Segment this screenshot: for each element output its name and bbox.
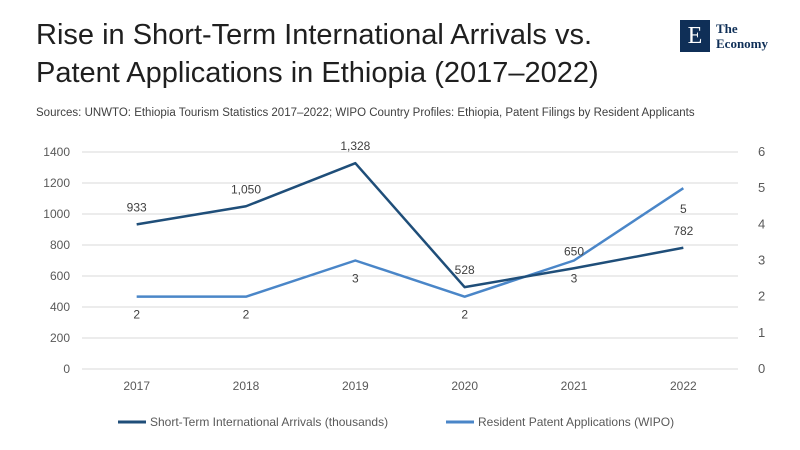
- title-line-1: Rise in Short-Term International Arrival…: [36, 19, 593, 51]
- y-left-tick-label: 1400: [43, 145, 70, 159]
- y-right-tick-label: 3: [758, 253, 765, 268]
- logo-line-1: The: [716, 21, 738, 36]
- arrivals-data-label: 782: [673, 224, 693, 238]
- x-tick-label: 2017: [123, 379, 150, 393]
- y-right-tick-label: 0: [758, 361, 765, 376]
- y-left-tick-label: 600: [50, 269, 70, 283]
- arrivals-data-label: 1,050: [231, 182, 261, 196]
- y-right-tick-label: 2: [758, 289, 765, 304]
- arrivals-data-label: 528: [455, 263, 475, 277]
- logo-line-2: Economy: [716, 36, 768, 51]
- patents-data-label: 2: [133, 308, 140, 322]
- patents-data-label: 3: [571, 272, 578, 286]
- y-left-tick-label: 400: [50, 300, 70, 314]
- y-right-tick-label: 6: [758, 144, 765, 159]
- patents-series-line: [136, 187, 685, 298]
- arrivals-data-label: 1,328: [340, 139, 370, 153]
- y-right-tick-label: 5: [758, 180, 765, 195]
- y-left-tick-label: 800: [50, 238, 70, 252]
- y-left-tick-label: 0: [63, 362, 70, 376]
- y-right-tick-label: 4: [758, 216, 765, 231]
- legend-label-arrivals: Short-Term International Arrivals (thous…: [150, 415, 388, 429]
- arrivals-data-label: 933: [127, 200, 147, 214]
- chart-title: Rise in Short-Term International Arrival…: [36, 16, 676, 92]
- x-tick-label: 2022: [670, 379, 697, 393]
- x-tick-label: 2020: [451, 379, 478, 393]
- x-tick-label: 2019: [342, 379, 369, 393]
- arrivals-series-line: [136, 161, 684, 289]
- legend-label-patents: Resident Patent Applications (WIPO): [478, 415, 674, 429]
- patents-data-label: 3: [352, 272, 359, 286]
- patents-data-label: 5: [680, 202, 687, 216]
- x-tick-label: 2021: [561, 379, 588, 393]
- publisher-logo: E The Economy: [680, 20, 780, 60]
- logo-mark: E: [680, 20, 710, 52]
- sources-note: Sources: UNWTO: Ethiopia Tourism Statist…: [36, 107, 695, 119]
- logo-wordmark: The Economy: [716, 21, 768, 51]
- arrivals-data-label: 650: [564, 244, 584, 258]
- x-tick-label: 2018: [233, 379, 260, 393]
- patents-data-label: 2: [461, 308, 468, 322]
- y-left-tick-label: 1000: [43, 207, 70, 221]
- y-left-tick-label: 200: [50, 331, 70, 345]
- patents-data-label: 2: [243, 308, 250, 322]
- y-left-tick-label: 1200: [43, 176, 70, 190]
- title-line-2: Patent Applications in Ethiopia (2017–20…: [36, 57, 599, 89]
- y-right-tick-label: 1: [758, 325, 765, 340]
